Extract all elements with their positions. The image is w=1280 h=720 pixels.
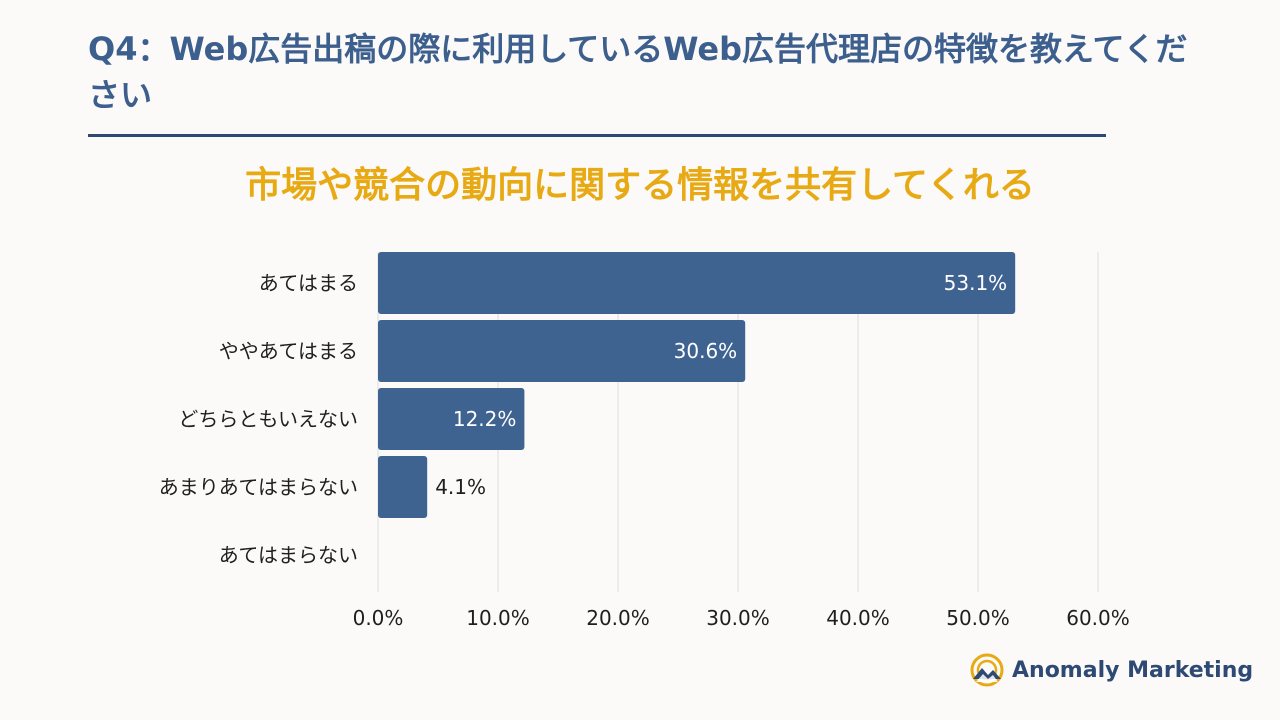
category-label: あてはまらない bbox=[219, 543, 358, 567]
x-tick-label: 40.0% bbox=[826, 606, 890, 630]
value-label: 30.6% bbox=[674, 339, 738, 363]
brand-name: Anomaly Marketing bbox=[1012, 657, 1254, 683]
value-label: 53.1% bbox=[944, 271, 1008, 295]
x-tick-label: 0.0% bbox=[353, 606, 404, 630]
bar-chart: 0.0% 10.0% 20.0% 30.0% 40.0% 50.0% 60.0% あてはまる 5… bbox=[159, 252, 1130, 630]
category-label: ややあてはまる bbox=[219, 339, 358, 363]
category-label: どちらともいえない bbox=[178, 407, 358, 431]
bar bbox=[378, 320, 746, 382]
category-label: あまりあてはまらない bbox=[159, 475, 358, 499]
x-tick-label: 10.0% bbox=[466, 606, 530, 630]
x-tick-label: 50.0% bbox=[946, 606, 1010, 630]
x-tick-label: 30.0% bbox=[706, 606, 770, 630]
title-divider bbox=[88, 134, 1106, 137]
value-label: 12.2% bbox=[453, 407, 517, 431]
question-title: Q4：Web広告出稿の際に利用しているWeb広告代理店の特徴を教えてください bbox=[88, 30, 1188, 114]
x-tick-label: 20.0% bbox=[586, 606, 650, 630]
x-tick-label: 60.0% bbox=[1066, 606, 1130, 630]
value-label: 4.1% bbox=[435, 475, 486, 499]
bar bbox=[378, 252, 1016, 314]
brand-logo: Anomaly Marketing bbox=[970, 652, 1253, 688]
chart-title: 市場や競合の動向に関する情報を共有してくれる bbox=[245, 165, 1035, 206]
bar bbox=[378, 456, 428, 518]
bar bbox=[378, 388, 525, 450]
mountain-sun-logo-icon bbox=[970, 653, 1004, 687]
category-label: あてはまる bbox=[259, 271, 358, 295]
